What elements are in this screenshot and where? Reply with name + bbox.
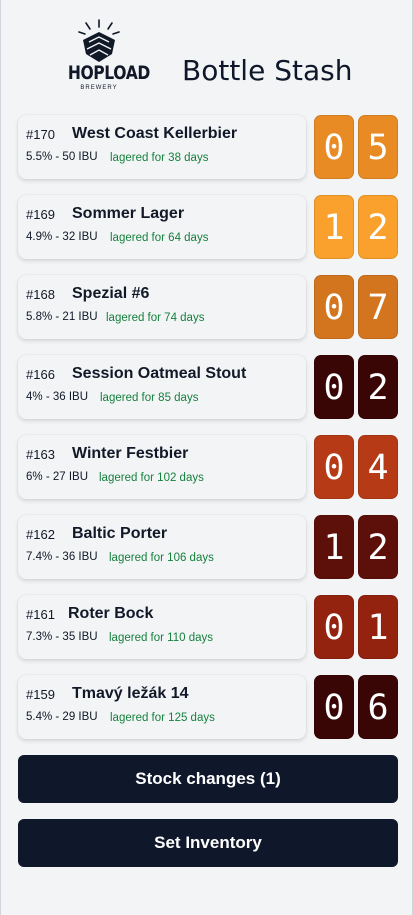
logo-wordmark: HOPLOAD — [67, 62, 150, 84]
beer-row: #161 Roter Bock 7.3% - 35 IBU lagered for 1… — [18, 595, 398, 659]
hopload-logo: HOPLOAD BREWERY — [61, 18, 150, 96]
beer-abv-ibu: 7.3% - 35 IBU — [26, 631, 98, 643]
beer-card[interactable]: #166 Session Oatmeal Stout 4% - 36 IBU lage… — [18, 355, 306, 419]
stock-count-tens-digit[interactable]: 0 — [314, 595, 354, 659]
beer-lagered-days: lagered for 85 days — [100, 392, 199, 404]
beer-number: #170 — [26, 127, 55, 142]
hop-cone-icon — [78, 19, 120, 62]
beer-abv-ibu: 4% - 36 IBU — [26, 391, 88, 403]
beer-card[interactable]: #163 Winter Festbier 6% - 27 IBU lagered fo… — [18, 435, 306, 499]
stock-count-ones-digit[interactable]: 5 — [358, 115, 398, 179]
page-title: Bottle Stash — [182, 54, 353, 87]
stock-changes-button[interactable]: Stock changes (1) — [18, 755, 398, 803]
stock-count-ones-digit[interactable]: 7 — [358, 275, 398, 339]
beer-card[interactable]: #161 Roter Bock 7.3% - 35 IBU lagered for 1… — [18, 595, 306, 659]
stock-count-ones-digit[interactable]: 1 — [358, 595, 398, 659]
stock-count-tens-digit[interactable]: 0 — [314, 675, 354, 739]
beer-name: Winter Festbier — [72, 445, 189, 462]
beer-number: #159 — [26, 687, 55, 702]
beer-number: #161 — [26, 607, 55, 622]
beer-lagered-days: lagered for 110 days — [109, 632, 213, 644]
beer-name: West Coast Kellerbier — [72, 125, 238, 142]
beer-name: Session Oatmeal Stout — [72, 365, 247, 382]
beer-number: #166 — [26, 367, 55, 382]
beer-abv-ibu: 7.4% - 36 IBU — [26, 551, 98, 563]
beer-abv-ibu: 5.5% - 50 IBU — [26, 151, 98, 163]
beer-row: #159 Tmavý ležák 14 5.4% - 29 IBU lagered f… — [18, 675, 398, 739]
stock-count-tens-digit[interactable]: 0 — [314, 275, 354, 339]
beer-name: Sommer Lager — [72, 205, 185, 222]
beer-number: #162 — [26, 527, 55, 542]
beer-row: #166 Session Oatmeal Stout 4% - 36 IBU lage… — [18, 355, 398, 419]
stock-count-ones-digit[interactable]: 2 — [358, 355, 398, 419]
stock-count-tens-digit[interactable]: 0 — [314, 355, 354, 419]
beer-lagered-days: lagered for 38 days — [110, 152, 209, 164]
beer-name: Roter Bock — [68, 605, 154, 622]
stock-count-tens-digit[interactable]: 0 — [314, 115, 354, 179]
stock-count-ones-digit[interactable]: 4 — [358, 435, 398, 499]
app-header: HOPLOAD BREWERY Bottle Stash — [1, 0, 413, 110]
beer-card[interactable]: #170 West Coast Kellerbier 5.5% - 50 IBU la… — [18, 115, 306, 179]
set-inventory-button[interactable]: Set Inventory — [18, 819, 398, 867]
beer-lagered-days: lagered for 74 days — [106, 312, 205, 324]
beer-row: #170 West Coast Kellerbier 5.5% - 50 IBU la… — [18, 115, 398, 179]
beer-name: Spezial #6 — [72, 285, 150, 302]
beer-abv-ibu: 5.8% - 21 IBU — [26, 311, 98, 323]
beer-abv-ibu: 4.9% - 32 IBU — [26, 231, 98, 243]
stock-count-ones-digit[interactable]: 6 — [358, 675, 398, 739]
stock-count-tens-digit[interactable]: 0 — [314, 435, 354, 499]
beer-lagered-days: lagered for 106 days — [109, 552, 214, 564]
beer-lagered-days: lagered for 64 days — [110, 232, 209, 244]
beer-lagered-days: lagered for 125 days — [110, 712, 215, 724]
beer-row: #162 Baltic Porter 7.4% - 36 IBU lagered fo… — [18, 515, 398, 579]
stock-count-ones-digit[interactable]: 2 — [358, 515, 398, 579]
beer-row: #169 Sommer Lager 4.9% - 32 IBU lagered for… — [18, 195, 398, 259]
stock-count-tens-digit[interactable]: 1 — [314, 195, 354, 259]
beer-lagered-days: lagered for 102 days — [99, 472, 204, 484]
beer-card[interactable]: #168 Spezial #6 5.8% - 21 IBU lagered for 7… — [18, 275, 306, 339]
beer-card[interactable]: #162 Baltic Porter 7.4% - 36 IBU lagered fo… — [18, 515, 306, 579]
beer-card[interactable]: #169 Sommer Lager 4.9% - 32 IBU lagered for… — [18, 195, 306, 259]
beer-name: Baltic Porter — [72, 525, 168, 542]
beer-abv-ibu: 5.4% - 29 IBU — [26, 711, 98, 723]
beer-number: #169 — [26, 207, 55, 222]
beer-abv-ibu: 6% - 27 IBU — [26, 471, 88, 483]
beer-number: #168 — [26, 287, 55, 302]
logo-subtitle: BREWERY — [80, 85, 118, 91]
beer-card[interactable]: #159 Tmavý ležák 14 5.4% - 29 IBU lagered f… — [18, 675, 306, 739]
beer-number: #163 — [26, 447, 55, 462]
stock-count-ones-digit[interactable]: 2 — [358, 195, 398, 259]
beer-row: #168 Spezial #6 5.8% - 21 IBU lagered for 7… — [18, 275, 398, 339]
beer-name: Tmavý ležák 14 — [72, 685, 189, 702]
stock-count-tens-digit[interactable]: 1 — [314, 515, 354, 579]
beer-row: #163 Winter Festbier 6% - 27 IBU lagered fo… — [18, 435, 398, 499]
